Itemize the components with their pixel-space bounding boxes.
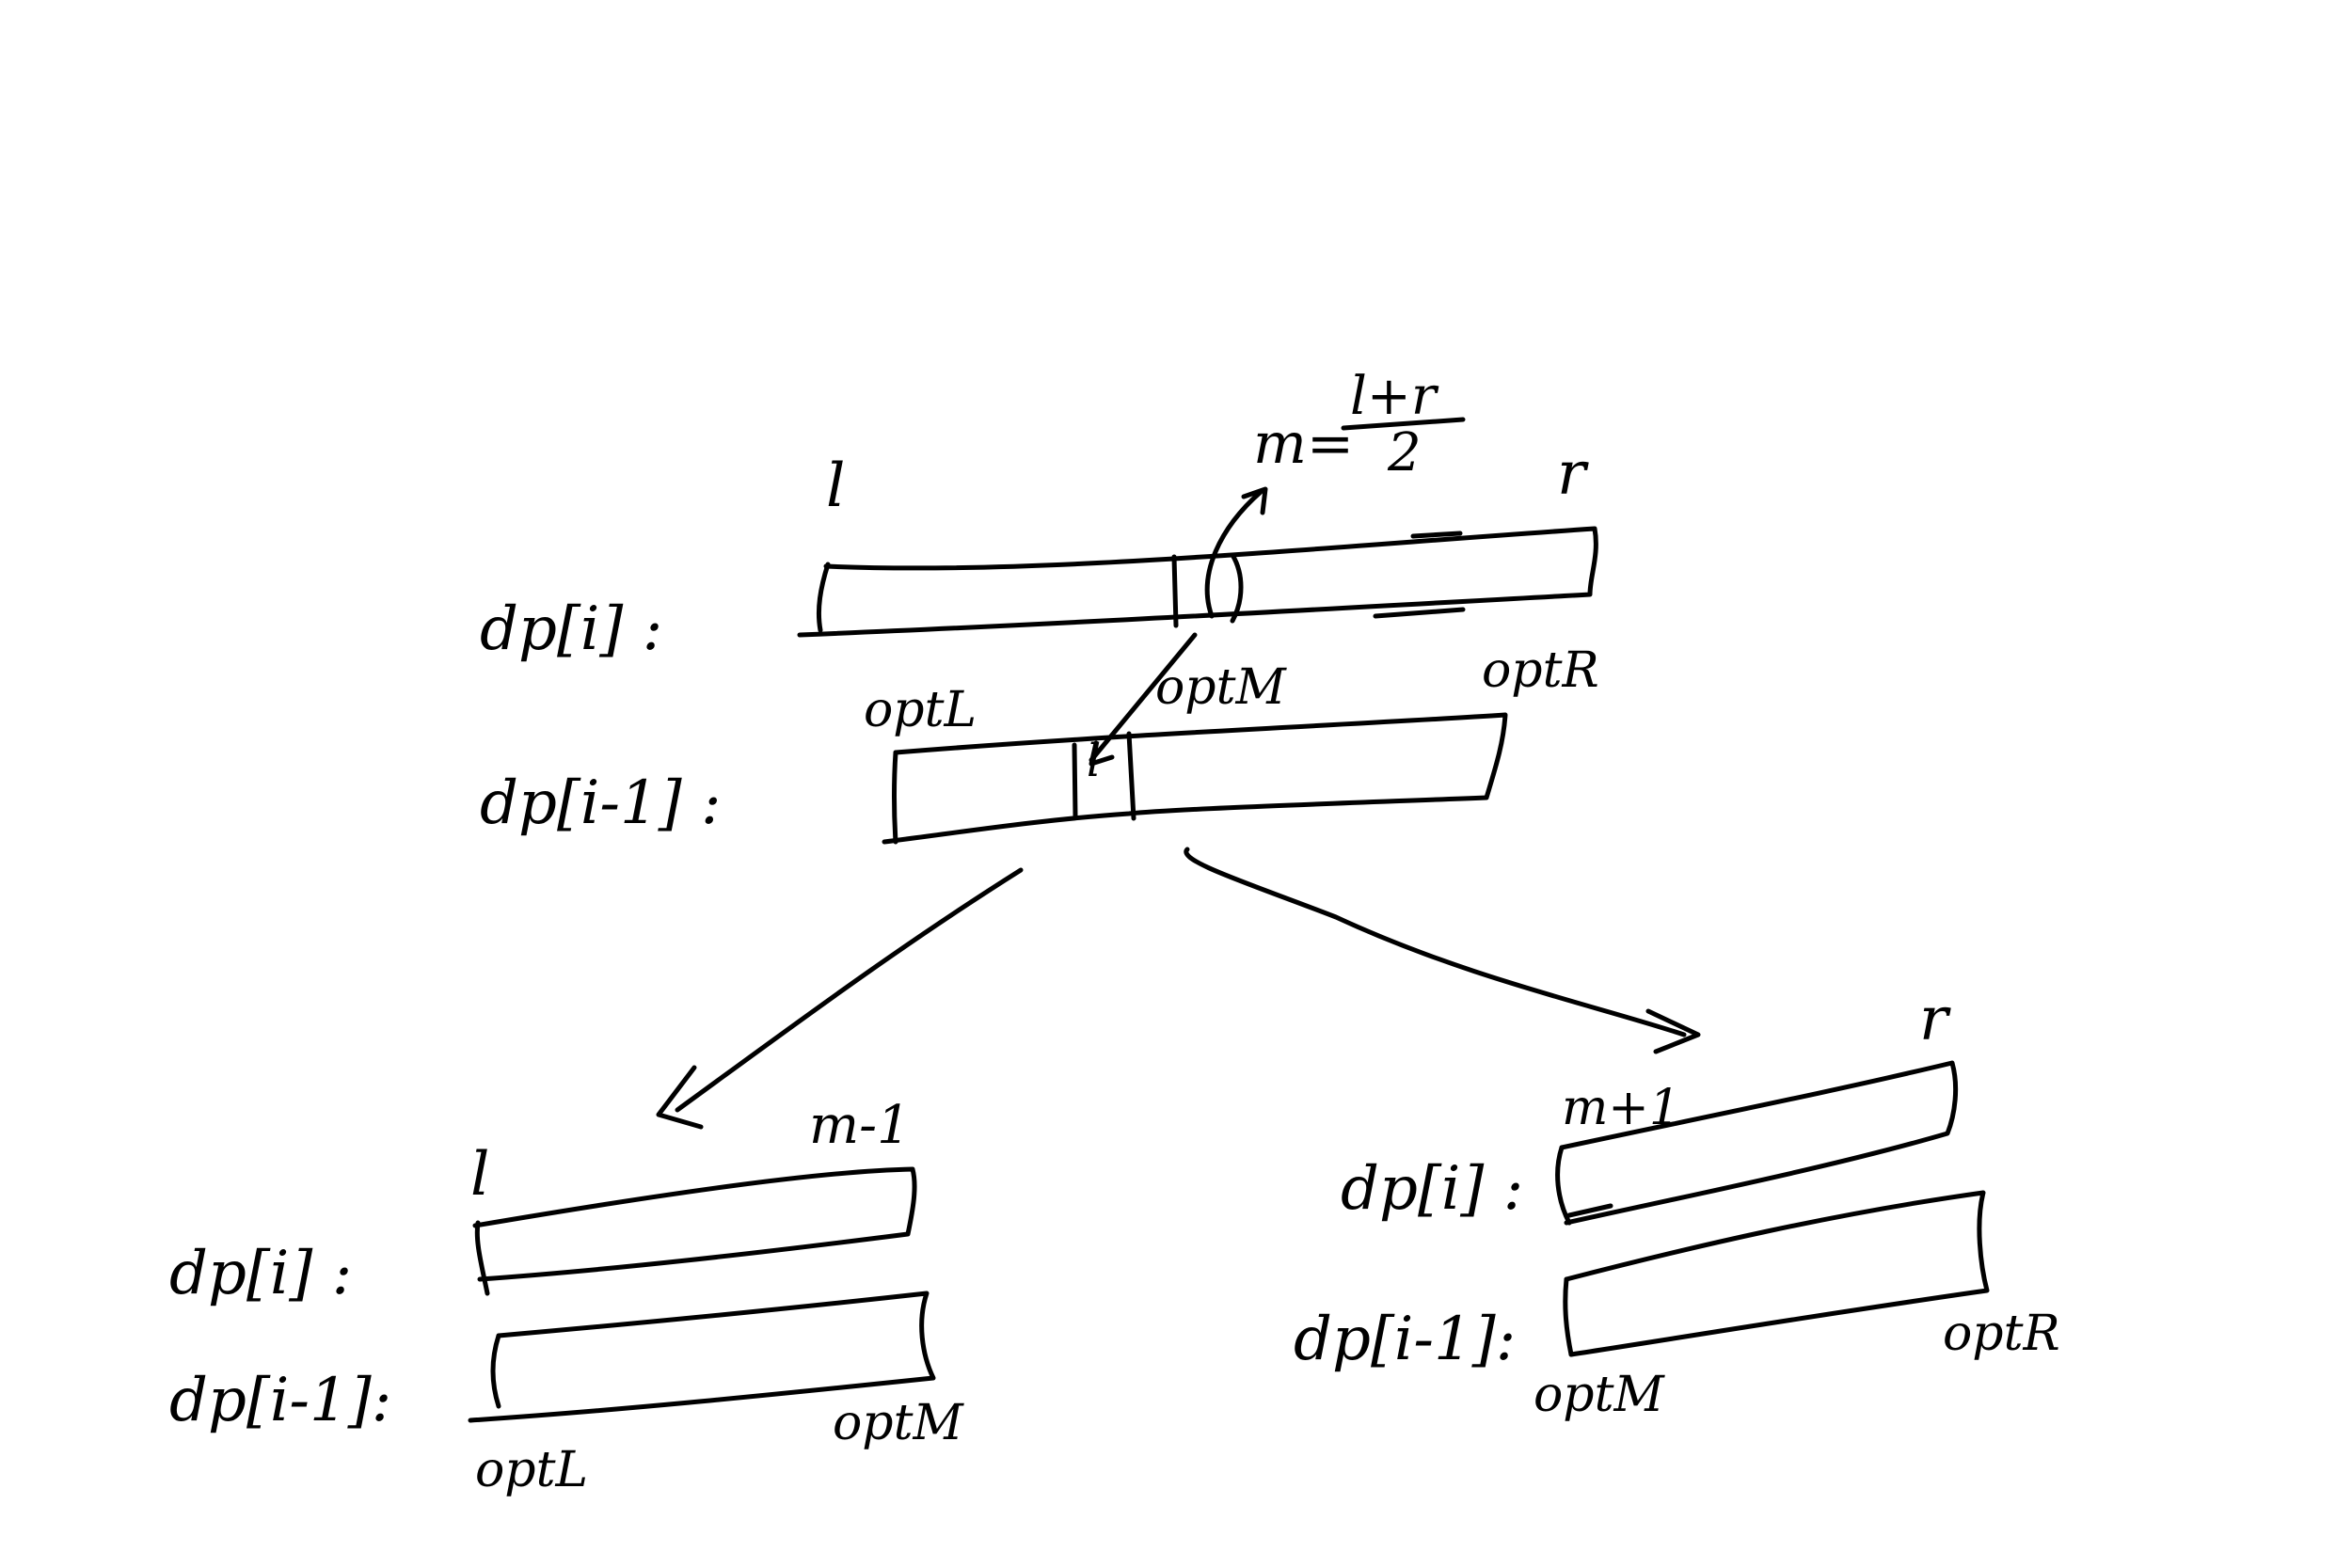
- top-mark-label: l: [1087, 735, 1101, 787]
- left-m-minus-1-label: m-1: [809, 1095, 911, 1156]
- right-dp-i-bar: [1555, 1060, 1959, 1226]
- top-dp-i-bar: [797, 526, 1598, 638]
- top-dp-i-minus-1-label: dp[i-1] :: [480, 768, 722, 838]
- right-optM-label: optM: [1534, 1367, 1665, 1423]
- right-optR-label: optR: [1943, 1306, 2060, 1362]
- right-dp-i-minus-1-bar: [1563, 1190, 1990, 1357]
- top-dp-i-label: dp[i] :: [480, 594, 662, 664]
- left-l-label: l: [470, 1140, 489, 1210]
- left-optM-label: optM: [833, 1395, 964, 1451]
- top-l-label: l: [826, 451, 845, 521]
- top-optL-label: optL: [864, 682, 977, 738]
- right-r-label: r: [1919, 985, 1951, 1054]
- arrow-to-right-subproblem: [1184, 847, 1701, 1054]
- m-formula-denominator: 2: [1387, 422, 1422, 483]
- top-dp-i-minus-1-bar: [882, 712, 1508, 845]
- left-dp-i-minus-1-bar: [468, 1291, 936, 1423]
- top-optR-label: optR: [1482, 642, 1599, 699]
- right-dp-i-label: dp[i] :: [1341, 1154, 1523, 1224]
- m-formula-numerator: l+r: [1350, 366, 1439, 427]
- arrow-to-left-subproblem: [656, 867, 1024, 1130]
- left-optL-label: optL: [475, 1442, 588, 1498]
- top-r-label: r: [1557, 439, 1589, 509]
- left-dp-i-bar: [472, 1166, 917, 1296]
- right-dp-i-minus-1-label: dp[i-1]:: [1294, 1305, 1516, 1374]
- left-dp-i-label: dp[i] :: [169, 1239, 352, 1308]
- right-m-plus-1-label: m+1: [1562, 1080, 1680, 1136]
- top-optM-label: optM: [1155, 659, 1287, 716]
- m-formula-left: m=: [1253, 411, 1354, 477]
- m-arrow: [1089, 486, 1268, 767]
- left-dp-i-minus-1-label: dp[i-1]:: [169, 1366, 391, 1435]
- m-formula-fraction-bar: [1341, 417, 1466, 431]
